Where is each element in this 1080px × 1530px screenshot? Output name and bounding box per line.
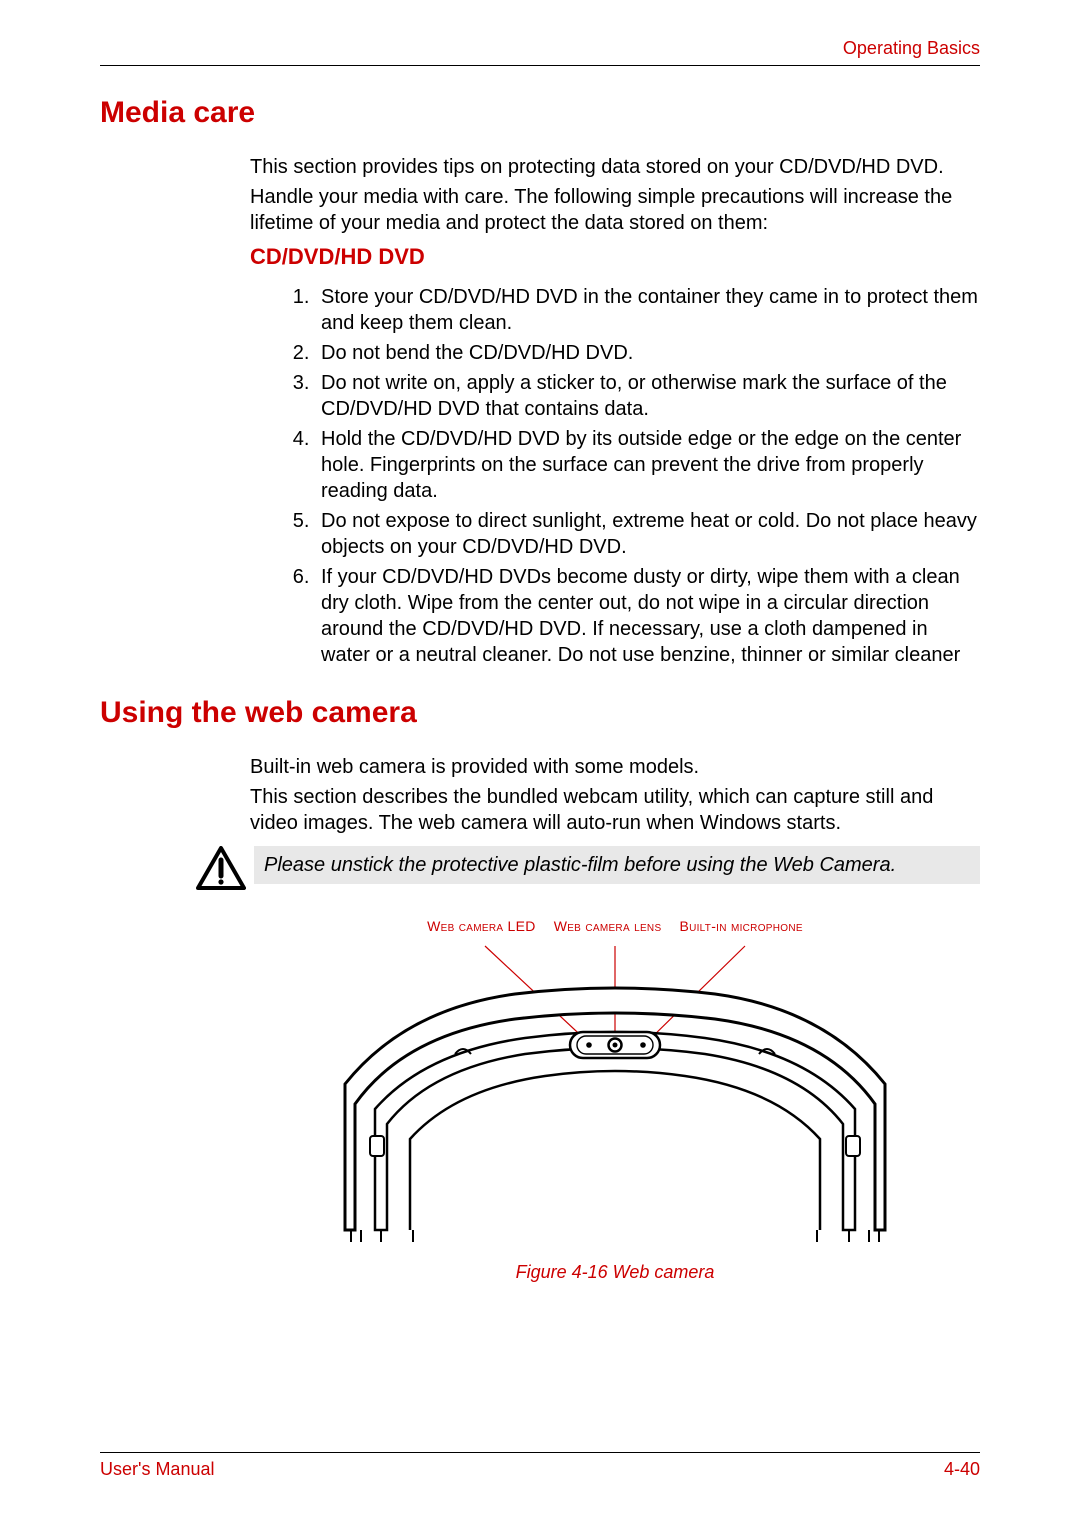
header-rule <box>100 65 980 66</box>
footer-rule <box>100 1452 980 1453</box>
media-care-intro-2: Handle your media with care. The followi… <box>250 184 980 236</box>
footer-left: User's Manual <box>100 1459 214 1480</box>
section-title-media-care: Media care <box>100 96 980 130</box>
webcam-p1: Built-in web camera is provided with som… <box>250 754 980 780</box>
footer-page-number: 4-40 <box>944 1459 980 1480</box>
label-web-camera-lens: Web camera lens <box>554 918 662 934</box>
subsection-title-cddvd: CD/DVD/HD DVD <box>250 244 980 270</box>
media-care-intro-1: This section provides tips on protecting… <box>250 154 980 180</box>
list-item: Hold the CD/DVD/HD DVD by its outside ed… <box>315 426 980 504</box>
list-item: Do not expose to direct sunlight, extrem… <box>315 508 980 560</box>
label-web-camera-led: Web camera LED <box>427 918 536 934</box>
label-built-in-microphone: Built-in microphone <box>679 918 802 934</box>
media-care-list: Store your CD/DVD/HD DVD in the containe… <box>285 284 980 668</box>
header-section-label: Operating Basics <box>100 38 980 59</box>
page-footer: User's Manual 4-40 <box>100 1452 980 1480</box>
list-item: Do not write on, apply a sticker to, or … <box>315 370 980 422</box>
figure-caption: Figure 4-16 Web camera <box>250 1262 980 1283</box>
figure-webcam: Web camera LED Web camera lens Built-in … <box>250 918 980 1283</box>
webcam-p2: This section describes the bundled webca… <box>250 784 980 836</box>
list-item: If your CD/DVD/HD DVDs become dusty or d… <box>315 564 980 668</box>
list-item: Do not bend the CD/DVD/HD DVD. <box>315 340 980 366</box>
list-item: Store your CD/DVD/HD DVD in the containe… <box>315 284 980 336</box>
caution-icon <box>196 846 246 890</box>
warning-callout: Please unstick the protective plastic-fi… <box>196 846 980 890</box>
webcam-diagram <box>315 934 915 1244</box>
figure-part-labels: Web camera LED Web camera lens Built-in … <box>250 918 980 934</box>
section-title-web-camera: Using the web camera <box>100 696 980 730</box>
warning-text: Please unstick the protective plastic-fi… <box>254 846 980 884</box>
